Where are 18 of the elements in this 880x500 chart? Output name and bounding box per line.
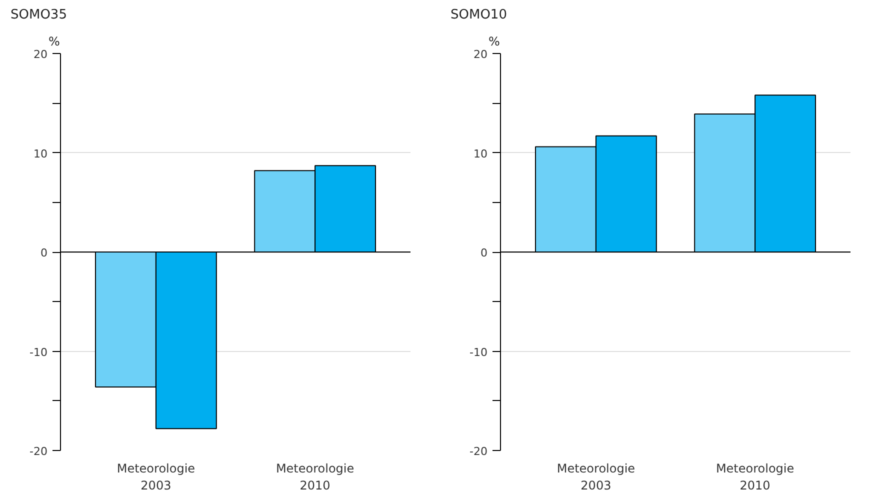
y-tick-label: 10	[34, 147, 48, 160]
y-axis-title: %	[488, 34, 500, 48]
x-tick-label: Meteorologie 2010	[276, 462, 354, 492]
x-tick-label: Meteorologie 2003	[116, 462, 196, 492]
y-tick-label: -10	[30, 346, 48, 359]
chart-title: SOMO10	[450, 8, 507, 22]
y-axis-title: %	[48, 34, 60, 48]
y-tick-label: -20	[470, 445, 488, 458]
y-tick-label: -10	[470, 346, 488, 359]
y-tick-label: 20	[474, 48, 488, 61]
y-tick-label: 0	[480, 246, 488, 260]
x-tick-label: Meteorologie 2003	[556, 462, 636, 492]
y-tick-label: 10	[474, 147, 488, 160]
y-tick-label: 0	[40, 246, 48, 260]
x-tick-label: Meteorologie 2010	[716, 462, 794, 492]
y-tick-label: 20	[34, 48, 48, 61]
y-tick-label: -20	[30, 445, 48, 458]
chart-title: SOMO35	[10, 8, 67, 22]
